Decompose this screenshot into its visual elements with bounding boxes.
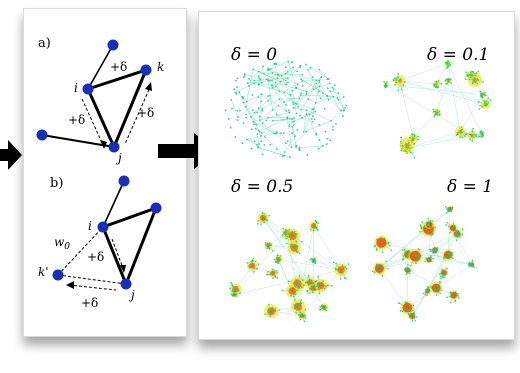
network-delta-0-1: [383, 60, 492, 159]
node-k-label: k: [157, 60, 164, 74]
node-j-a: [108, 141, 120, 153]
edge-label-ik: +δ: [110, 60, 127, 74]
network-label-0: δ = 0: [231, 45, 277, 65]
node-k-prime: [52, 269, 64, 281]
edge-label-ij-b: +δ: [87, 250, 104, 264]
network-delta-1: [371, 205, 475, 322]
mechanism-diagram-panel: a) i k j +δ +δ +δ b): [23, 8, 187, 337]
network-label-2: δ = 0.5: [231, 177, 293, 197]
node-j-b: [120, 278, 132, 290]
node-k-a: [140, 64, 152, 76]
network-visualizations: δ = 0 δ = 0.1 δ = 0.5 δ = 1: [224, 45, 493, 323]
node-j-label-b: j: [128, 288, 135, 302]
panel-b-diagram: b) i j k' w0 +δ +δ: [38, 175, 162, 310]
node-j-label-a: j: [115, 151, 122, 165]
network-label-1: δ = 0.1: [427, 45, 489, 65]
network-label-3: δ = 1: [447, 177, 493, 197]
node-top-b: [118, 175, 130, 187]
node-k-b: [150, 202, 162, 214]
arrow-left-partial: [0, 140, 22, 170]
panel-b-label: b): [50, 176, 63, 191]
node-i-a: [82, 83, 94, 95]
node-i-b: [97, 221, 109, 233]
edge-label-kprime-j: +δ: [81, 296, 98, 310]
node-i-label-b: i: [88, 219, 92, 233]
networks-panel: δ = 0 δ = 0.1 δ = 0.5 δ = 1: [198, 11, 515, 340]
edge-label-kj: +δ: [137, 106, 154, 120]
edge-label-ij: +δ: [68, 113, 85, 127]
panel-a-label: a): [38, 36, 51, 51]
mechanism-diagram: a) i k j +δ +δ +δ b): [36, 36, 164, 310]
panel-a-diagram: a) i k j +δ +δ +δ: [36, 36, 164, 165]
network-delta-0-5: [229, 211, 350, 323]
edge-w0-label: w0: [54, 235, 70, 252]
network-delta-0: [224, 60, 348, 159]
node-i-label-a: i: [74, 81, 78, 95]
node-k-prime-label: k': [38, 265, 49, 279]
node-left-a: [36, 129, 48, 141]
node-top-a: [107, 39, 119, 51]
